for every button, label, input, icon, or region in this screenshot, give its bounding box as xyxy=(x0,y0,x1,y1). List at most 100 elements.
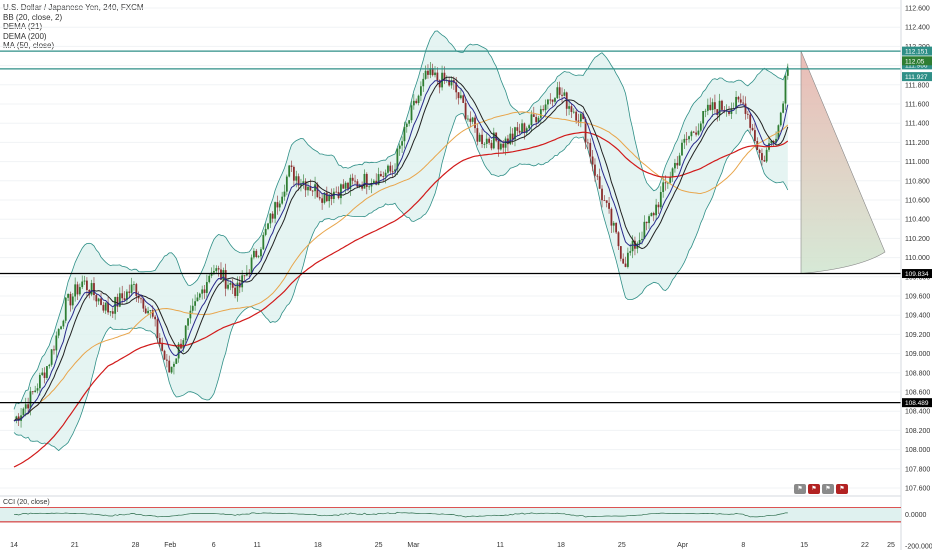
candle-body xyxy=(739,99,742,103)
candle-body xyxy=(615,222,618,233)
candle-body xyxy=(471,117,474,122)
price-tick-label: 108.400 xyxy=(905,409,930,416)
time-tick-label: 18 xyxy=(314,542,322,549)
candle-body xyxy=(784,75,787,104)
candle-body xyxy=(610,208,613,226)
candle-body xyxy=(391,171,394,173)
candle-body xyxy=(351,177,354,181)
bollinger-upper xyxy=(13,30,789,410)
candle-body xyxy=(36,388,39,391)
candle-body xyxy=(267,223,269,229)
candle-body xyxy=(165,359,168,361)
event-flag-icon[interactable]: ⚑ xyxy=(794,484,806,494)
price-tick-label: 108.000 xyxy=(905,447,930,454)
price-tick-label: 111.800 xyxy=(905,82,929,89)
candle-body xyxy=(772,140,775,143)
candle-body xyxy=(753,130,756,142)
candle-body xyxy=(448,80,451,86)
candle-body xyxy=(706,104,709,111)
price-tick-label: 110.200 xyxy=(905,236,930,243)
candle-body xyxy=(97,298,100,302)
candle-body xyxy=(149,310,152,311)
candle-body xyxy=(137,295,140,299)
candle-body xyxy=(735,96,737,109)
candle-body xyxy=(603,200,606,202)
price-tick-label: 107.800 xyxy=(905,466,930,473)
candle-body xyxy=(347,182,349,189)
candle-body xyxy=(405,123,408,127)
candle-body xyxy=(231,283,234,288)
candle-body xyxy=(27,404,30,409)
event-flag-icon[interactable]: ⚑ xyxy=(836,484,848,494)
event-flag-icon[interactable]: ⚑ xyxy=(822,484,834,494)
candle-body xyxy=(156,319,159,339)
candle-body xyxy=(109,311,112,313)
candle-body xyxy=(511,133,514,140)
candle-body xyxy=(140,298,142,300)
candle-body xyxy=(570,106,573,112)
candle-body xyxy=(269,213,272,224)
candle-body xyxy=(325,192,328,202)
time-tick-label: 14 xyxy=(10,542,18,549)
candle-body xyxy=(408,120,411,124)
candle-body xyxy=(342,184,345,189)
candle-body xyxy=(645,221,648,224)
candle-body xyxy=(488,138,491,143)
candle-body xyxy=(196,297,199,302)
candle-body xyxy=(622,258,625,264)
candle-body xyxy=(116,296,119,307)
candle-body xyxy=(692,131,695,133)
candle-body xyxy=(502,143,505,148)
candle-body xyxy=(102,304,105,311)
candle-body xyxy=(60,326,62,329)
candle-body xyxy=(217,268,220,270)
candle-body xyxy=(561,94,563,96)
candle-body xyxy=(467,118,469,120)
candle-body xyxy=(469,118,472,122)
cci-tick-label: -200.0000 xyxy=(905,544,932,550)
candle-body xyxy=(518,130,521,133)
candle-body xyxy=(154,316,157,320)
candle-body xyxy=(234,287,236,297)
candle-body xyxy=(415,100,418,104)
dema21-line xyxy=(13,79,789,422)
candle-body xyxy=(742,102,745,104)
candle-body xyxy=(24,404,27,409)
candle-body xyxy=(586,142,589,144)
candle-body xyxy=(111,311,114,314)
price-tick-label: 108.600 xyxy=(905,390,930,397)
candle-body xyxy=(307,186,309,191)
event-flag-icon[interactable]: ⚑ xyxy=(808,484,820,494)
candle-body xyxy=(568,106,570,109)
candle-body xyxy=(434,72,436,76)
candle-body xyxy=(504,138,507,148)
candle-body xyxy=(290,165,293,167)
candle-body xyxy=(765,149,768,162)
candle-body xyxy=(253,250,255,258)
price-tag xyxy=(902,46,932,56)
price-tick-label: 109.600 xyxy=(905,294,930,301)
time-tick-label: 28 xyxy=(132,542,140,549)
candle-body xyxy=(292,166,295,181)
time-tick-label: 15 xyxy=(800,542,808,549)
time-tick-label: 25 xyxy=(375,542,383,549)
candle-body xyxy=(492,132,495,149)
time-tick-label: 11 xyxy=(253,542,260,549)
candle-body xyxy=(617,232,620,247)
time-tick-label: 21 xyxy=(71,542,79,549)
candle-body xyxy=(170,366,173,373)
time-tick-label: 11 xyxy=(497,542,504,549)
candle-body xyxy=(50,349,53,365)
candle-body xyxy=(575,111,578,121)
candle-body xyxy=(208,275,211,283)
candle-body xyxy=(314,184,316,192)
candle-body xyxy=(436,72,439,81)
candle-body xyxy=(779,112,782,126)
candle-body xyxy=(78,287,81,295)
candle-body xyxy=(589,142,592,157)
candle-body xyxy=(184,325,187,341)
candle-body xyxy=(41,372,44,375)
candle-body xyxy=(634,240,636,249)
candle-body xyxy=(83,280,86,282)
